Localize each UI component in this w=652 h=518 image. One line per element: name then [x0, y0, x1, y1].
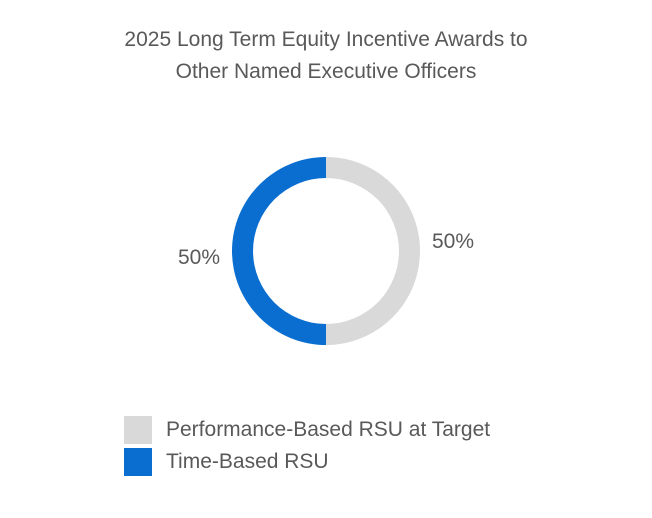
legend-item-time-based-rsu: Time-Based RSU	[124, 446, 490, 478]
legend-swatch-performance-based-rsu	[124, 416, 152, 444]
legend-label-time-based-rsu: Time-Based RSU	[166, 450, 329, 473]
chart-title-line-1: 2025 Long Term Equity Incentive Awards t…	[124, 28, 528, 51]
legend-swatch-time-based-rsu	[124, 448, 152, 476]
data-label-performance-based-rsu: 50%	[432, 230, 474, 253]
donut-chart: 50% 50%	[178, 157, 474, 345]
legend-item-performance-based-rsu: Performance-Based RSU at Target	[124, 414, 490, 446]
slice-performance-based-rsu	[326, 157, 420, 345]
slice-time-based-rsu	[232, 157, 326, 345]
data-label-time-based-rsu: 50%	[178, 246, 220, 269]
legend-label-performance-based-rsu: Performance-Based RSU at Target	[166, 418, 491, 441]
chart-title-line-2: Other Named Executive Officers	[175, 60, 477, 83]
chart-title: 2025 Long Term Equity Incentive Awards t…	[0, 24, 652, 88]
chart-legend: Performance-Based RSU at Target Time-Bas…	[124, 414, 490, 478]
